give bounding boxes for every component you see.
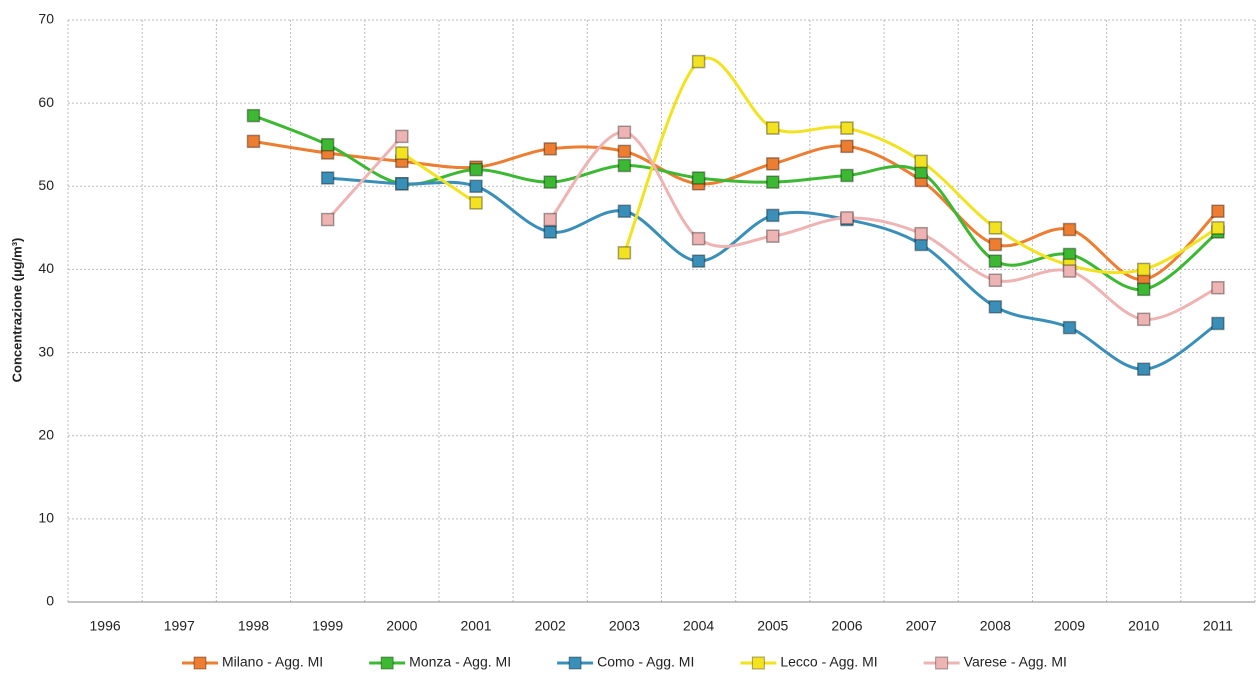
marker (543, 212, 557, 227)
marker (395, 129, 409, 144)
y-tick-label: 40 (38, 260, 54, 276)
marker (543, 175, 557, 189)
x-tick-label: 2004 (683, 618, 714, 634)
legend-label: Milano - Agg. MI (222, 654, 323, 670)
marker (395, 177, 409, 191)
x-tick-label: 1997 (164, 618, 195, 634)
marker (840, 168, 854, 183)
x-tick-label: 2000 (386, 618, 417, 634)
legend-marker (380, 656, 394, 670)
legend-label: Monza - Agg. MI (409, 654, 511, 670)
legend-marker (935, 656, 949, 670)
x-tick-label: 2007 (906, 618, 937, 634)
marker (1211, 316, 1225, 331)
series-line (549, 130, 1219, 321)
y-tick-label: 60 (38, 94, 54, 110)
marker (691, 231, 706, 246)
marker (246, 108, 261, 123)
marker (1062, 222, 1077, 237)
x-tick-label: 2006 (831, 618, 862, 634)
y-tick-label: 30 (38, 343, 54, 359)
legend-marker (568, 656, 582, 670)
marker (469, 196, 483, 210)
marker (1211, 221, 1225, 235)
marker (320, 171, 335, 185)
x-tick-label: 2009 (1054, 618, 1085, 634)
x-tick-label: 1998 (238, 618, 269, 634)
x-tick-label: 2011 (1203, 618, 1233, 634)
marker (469, 179, 483, 194)
marker (840, 139, 854, 154)
marker (617, 125, 632, 139)
marker (543, 142, 557, 156)
x-tick-label: 2005 (757, 618, 788, 634)
marker (988, 300, 1003, 314)
legend-marker (193, 656, 207, 670)
marker (988, 221, 1003, 235)
marker (691, 54, 706, 69)
legend-marker (751, 656, 765, 670)
marker (766, 175, 780, 189)
marker (988, 237, 1003, 252)
marker (988, 273, 1003, 287)
marker (1062, 320, 1077, 335)
marker (617, 246, 632, 260)
y-tick-label: 20 (38, 426, 54, 442)
legend-label: Lecco - Agg. MI (780, 654, 877, 670)
marker (840, 211, 854, 225)
marker (840, 121, 854, 135)
marker (395, 146, 409, 160)
x-tick-label: 2008 (980, 618, 1011, 634)
marker (766, 121, 780, 135)
marker (320, 137, 335, 152)
marker (914, 226, 928, 241)
marker (617, 144, 632, 159)
marker (320, 212, 335, 227)
marker (691, 254, 706, 268)
x-tick-label: 2010 (1128, 618, 1159, 634)
y-axis-label: Concentrazione (µg/m³) (9, 238, 24, 383)
legend-label: Varese - Agg. MI (964, 654, 1067, 670)
x-tick-label: 2003 (609, 618, 640, 634)
x-tick-label: 1996 (90, 618, 121, 634)
x-tick-label: 2002 (535, 618, 566, 634)
marker (766, 157, 780, 171)
marker (914, 154, 928, 169)
marker (246, 134, 261, 149)
marker (1136, 282, 1151, 297)
series-line (327, 176, 1219, 371)
marker (469, 162, 483, 177)
legend-label: Como - Agg. MI (597, 654, 694, 670)
marker (988, 254, 1003, 268)
marker (617, 158, 632, 173)
marker (1136, 312, 1151, 327)
y-tick-label: 70 (38, 11, 54, 27)
marker (766, 229, 780, 243)
marker (766, 208, 780, 223)
marker (543, 225, 557, 239)
x-tick-label: 2001 (460, 618, 491, 634)
marker (1136, 362, 1151, 376)
x-tick-label: 1999 (312, 618, 343, 634)
marker (1211, 204, 1225, 218)
marker (691, 171, 706, 185)
marker (1211, 280, 1225, 295)
marker (617, 204, 632, 218)
y-tick-label: 50 (38, 177, 54, 193)
y-tick-label: 10 (38, 510, 54, 526)
y-tick-label: 0 (46, 593, 54, 609)
marker (1136, 262, 1151, 277)
marker (1062, 264, 1077, 278)
